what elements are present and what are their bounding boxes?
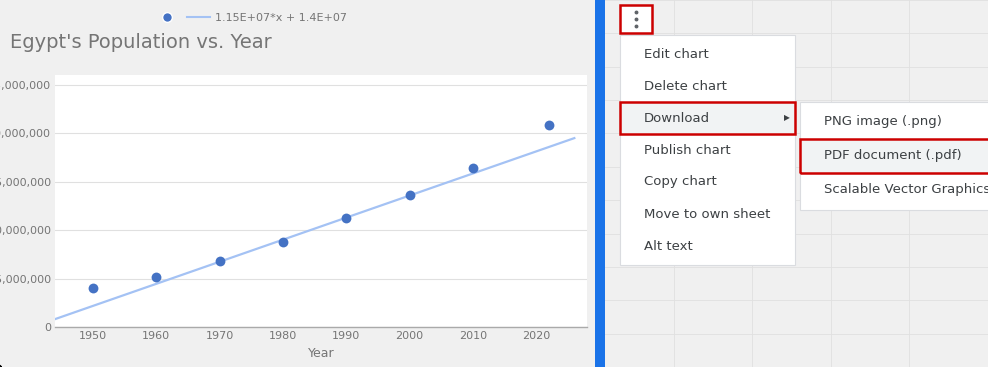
- Text: Download: Download: [643, 112, 709, 124]
- Bar: [800, 139, 988, 173]
- X-axis label: Year: Year: [307, 347, 334, 360]
- Point: [148, 274, 164, 280]
- Bar: [620, 102, 795, 134]
- Point: [339, 215, 355, 221]
- Point: [85, 285, 101, 291]
- Text: Move to own sheet: Move to own sheet: [643, 207, 770, 221]
- Text: ▶: ▶: [784, 113, 790, 123]
- Point: [402, 192, 418, 198]
- Bar: [800, 139, 988, 173]
- Bar: [800, 102, 988, 210]
- Text: Delete chart: Delete chart: [643, 80, 726, 92]
- Point: [465, 165, 481, 171]
- Bar: [620, 5, 652, 33]
- Text: Copy chart: Copy chart: [643, 175, 716, 189]
- Point: [541, 123, 557, 128]
- Text: Edit chart: Edit chart: [643, 47, 708, 61]
- Text: PNG image (.png): PNG image (.png): [824, 116, 942, 128]
- Text: Egypt's Population vs. Year: Egypt's Population vs. Year: [10, 33, 272, 52]
- Text: Scalable Vector Graphics (.svg): Scalable Vector Graphics (.svg): [824, 184, 988, 196]
- Legend: , 1.15E+07*x + 1.4E+07: , 1.15E+07*x + 1.4E+07: [156, 12, 347, 22]
- Text: Publish chart: Publish chart: [643, 143, 730, 156]
- Point: [275, 239, 290, 245]
- Bar: [595, 0, 605, 367]
- Bar: [620, 35, 795, 265]
- Bar: [620, 102, 795, 134]
- Point: [211, 258, 227, 264]
- Text: Alt text: Alt text: [643, 240, 693, 252]
- Text: PDF document (.pdf): PDF document (.pdf): [824, 149, 961, 163]
